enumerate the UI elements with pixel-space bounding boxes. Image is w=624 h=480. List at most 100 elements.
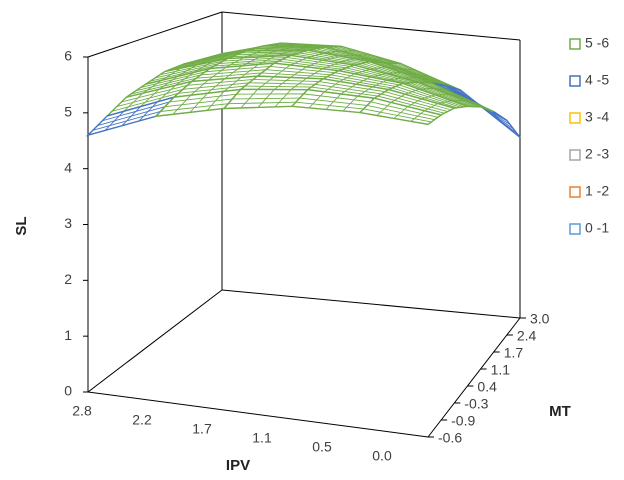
mesh-line (158, 76, 178, 90)
legend-swatch (569, 186, 581, 198)
mesh-line (224, 65, 243, 80)
mesh-line (205, 65, 271, 73)
y-axis-line (427, 317, 521, 438)
mesh-line (407, 98, 422, 107)
legend-label: 0 -1 (585, 220, 609, 236)
mesh-line (175, 72, 194, 86)
mesh-line (241, 56, 260, 67)
mesh-line (384, 91, 452, 111)
mesh-line (424, 103, 439, 112)
mesh-line (355, 76, 372, 85)
mesh-line (372, 79, 388, 88)
mesh-line (319, 81, 386, 93)
mesh-line (491, 111, 506, 126)
mesh-line (410, 110, 425, 122)
mesh-line (169, 93, 237, 103)
mesh-line (207, 78, 225, 94)
x-axis-title: IPV (226, 457, 250, 474)
x-tick-label: 0.5 (312, 439, 332, 455)
mesh-line (413, 82, 478, 108)
mesh-line (187, 79, 254, 86)
floor-edge (87, 289, 223, 393)
legend-label: 5 -6 (585, 35, 609, 51)
mesh-line (320, 47, 382, 64)
mesh-line (274, 89, 292, 108)
x-axis-line (87, 391, 429, 438)
mesh-line (177, 64, 197, 77)
mesh-line (178, 52, 242, 67)
mesh-line (370, 73, 386, 78)
mesh-line (257, 55, 276, 65)
y-axis-title: MT (549, 403, 571, 420)
mesh-line (334, 72, 400, 86)
z-axis-title: SL (13, 216, 30, 235)
mesh-line (365, 62, 429, 84)
mesh-line (275, 50, 293, 57)
mesh-line (193, 61, 213, 73)
mesh-line (223, 56, 287, 62)
y-tick-label: 1.1 (491, 362, 511, 378)
mesh-line (121, 106, 141, 127)
mesh-line (386, 77, 402, 81)
z-tick-label: 5 (64, 104, 72, 120)
mesh-line (338, 58, 355, 64)
mesh-line (396, 62, 457, 90)
mesh-line (223, 77, 242, 92)
surface-cell (358, 97, 443, 126)
mesh-line (456, 88, 517, 134)
mesh-line (437, 100, 452, 104)
mesh-line (306, 59, 323, 68)
mesh-line (189, 93, 208, 113)
z-tick-label: 4 (64, 159, 72, 175)
mesh-line (259, 50, 277, 58)
x-tick-label: 2.8 (72, 403, 92, 419)
legend-label: 2 -3 (585, 146, 609, 162)
floor-edge (221, 289, 521, 319)
mesh-line (290, 66, 307, 78)
mesh-line (240, 64, 259, 78)
mesh-line (273, 77, 291, 90)
z-tick-label: 0 (64, 383, 72, 399)
mesh-line (421, 94, 436, 100)
mesh-line (399, 84, 465, 108)
mesh-line (340, 83, 357, 95)
mesh-line (138, 101, 158, 122)
mesh-line (156, 85, 176, 103)
top-edge (87, 11, 223, 58)
mesh-line (350, 66, 414, 83)
mesh-line (393, 106, 409, 119)
surface (85, 42, 521, 138)
mesh-line (269, 65, 335, 74)
legend-swatch (569, 38, 581, 50)
x-tick-label: 2.2 (132, 412, 152, 428)
y-tick-label: 3.0 (530, 311, 550, 327)
mesh-line (259, 46, 321, 49)
y-tick-label: 2.4 (517, 328, 537, 344)
mesh-line (253, 78, 320, 83)
mesh-line (385, 71, 401, 75)
mesh-line (336, 46, 398, 64)
mesh-line (140, 88, 160, 107)
z-tick-label: 6 (64, 48, 72, 64)
y-tick-label: -0.3 (464, 396, 488, 412)
mesh-line (381, 62, 443, 86)
mesh-line (257, 89, 275, 108)
x-tick-label: 1.7 (192, 421, 212, 437)
legend-label: 3 -4 (585, 109, 609, 125)
mesh-line (325, 93, 342, 110)
y-tick-label: 1.7 (504, 345, 524, 361)
legend-swatch (569, 223, 581, 235)
legend-swatch (569, 75, 581, 87)
z-tick-label: 1 (64, 327, 72, 343)
mesh-line (140, 71, 206, 88)
mesh-line (290, 77, 307, 91)
y-tick-label: -0.9 (451, 413, 475, 429)
mesh-line (427, 82, 491, 111)
mesh-line (241, 51, 304, 54)
mesh-line (286, 56, 351, 67)
mesh-line (159, 60, 224, 76)
x-tick-label: 0.0 (372, 448, 392, 464)
mesh-line (357, 86, 373, 97)
x-tick-label: 1.1 (252, 430, 272, 446)
